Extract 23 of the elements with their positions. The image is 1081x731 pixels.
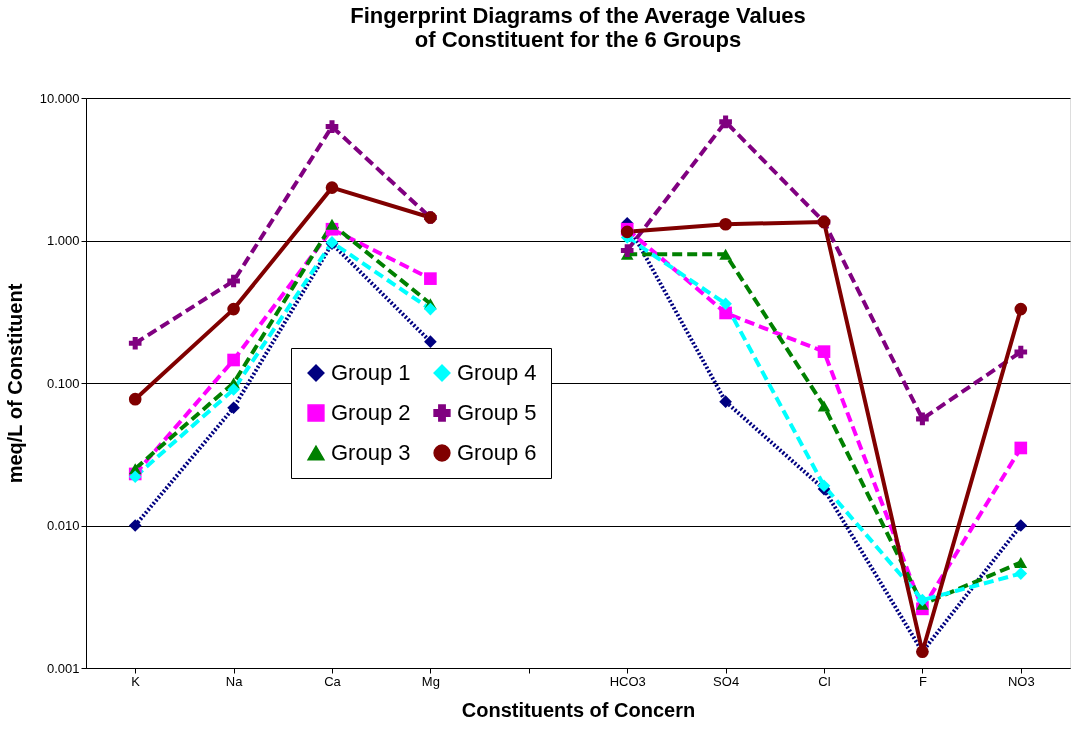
x-tick-label: Na	[225, 673, 244, 689]
y-tick-label: 0.001	[46, 660, 80, 676]
y-axis-title: meq/L of Constituent	[3, 283, 26, 484]
legend-label: Group 2	[331, 400, 411, 425]
x-tick-label: NO3	[1007, 673, 1035, 689]
legend-label: Group 4	[457, 360, 537, 385]
x-tick-label: Ca	[324, 673, 342, 689]
x-tick-label: K	[131, 673, 141, 689]
x-axis-title: Constituents of Concern	[461, 698, 696, 721]
legend-label: Group 1	[331, 360, 411, 385]
y-tick-label: 0.010	[46, 518, 80, 533]
y-tick-label: 1.000	[46, 233, 80, 248]
x-tick-label: F	[918, 673, 927, 689]
y-tick-label: 10.000	[39, 90, 80, 106]
legend-label: Group 5	[457, 400, 537, 425]
x-tick-label: Cl	[818, 673, 831, 689]
x-tick-label: SO4	[713, 673, 740, 689]
chart-title: Fingerprint Diagrams of the Average Values of Constituent for the 6 Groups	[350, 3, 806, 52]
legend-label: Group 3	[331, 440, 411, 465]
x-tick-label: Mg	[421, 673, 440, 689]
y-tick-label: 0.100	[46, 375, 80, 391]
legend-label: Group 6	[457, 440, 537, 465]
x-tick-label: HCO3	[609, 673, 646, 689]
